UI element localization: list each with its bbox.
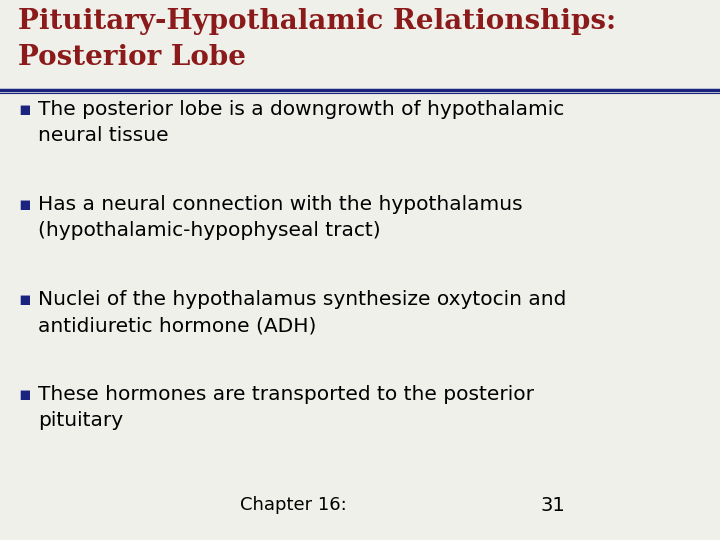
Text: antidiuretic hormone (ADH): antidiuretic hormone (ADH): [38, 316, 316, 335]
Text: ▪: ▪: [18, 385, 31, 404]
Text: Posterior Lobe: Posterior Lobe: [18, 44, 246, 71]
Text: These hormones are transported to the posterior: These hormones are transported to the po…: [38, 385, 534, 404]
Text: ▪: ▪: [18, 290, 31, 309]
Text: Chapter 16:: Chapter 16:: [240, 496, 347, 514]
Text: The posterior lobe is a downgrowth of hypothalamic: The posterior lobe is a downgrowth of hy…: [38, 100, 564, 119]
Text: pituitary: pituitary: [38, 411, 123, 430]
Text: Pituitary-Hypothalamic Relationships:: Pituitary-Hypothalamic Relationships:: [18, 8, 616, 35]
Text: neural tissue: neural tissue: [38, 126, 168, 145]
Text: ▪: ▪: [18, 195, 31, 214]
Text: 31: 31: [540, 496, 564, 515]
Text: (hypothalamic-hypophyseal tract): (hypothalamic-hypophyseal tract): [38, 221, 381, 240]
Text: Has a neural connection with the hypothalamus: Has a neural connection with the hypotha…: [38, 195, 523, 214]
Text: Nuclei of the hypothalamus synthesize oxytocin and: Nuclei of the hypothalamus synthesize ox…: [38, 290, 567, 309]
Text: ▪: ▪: [18, 100, 31, 119]
